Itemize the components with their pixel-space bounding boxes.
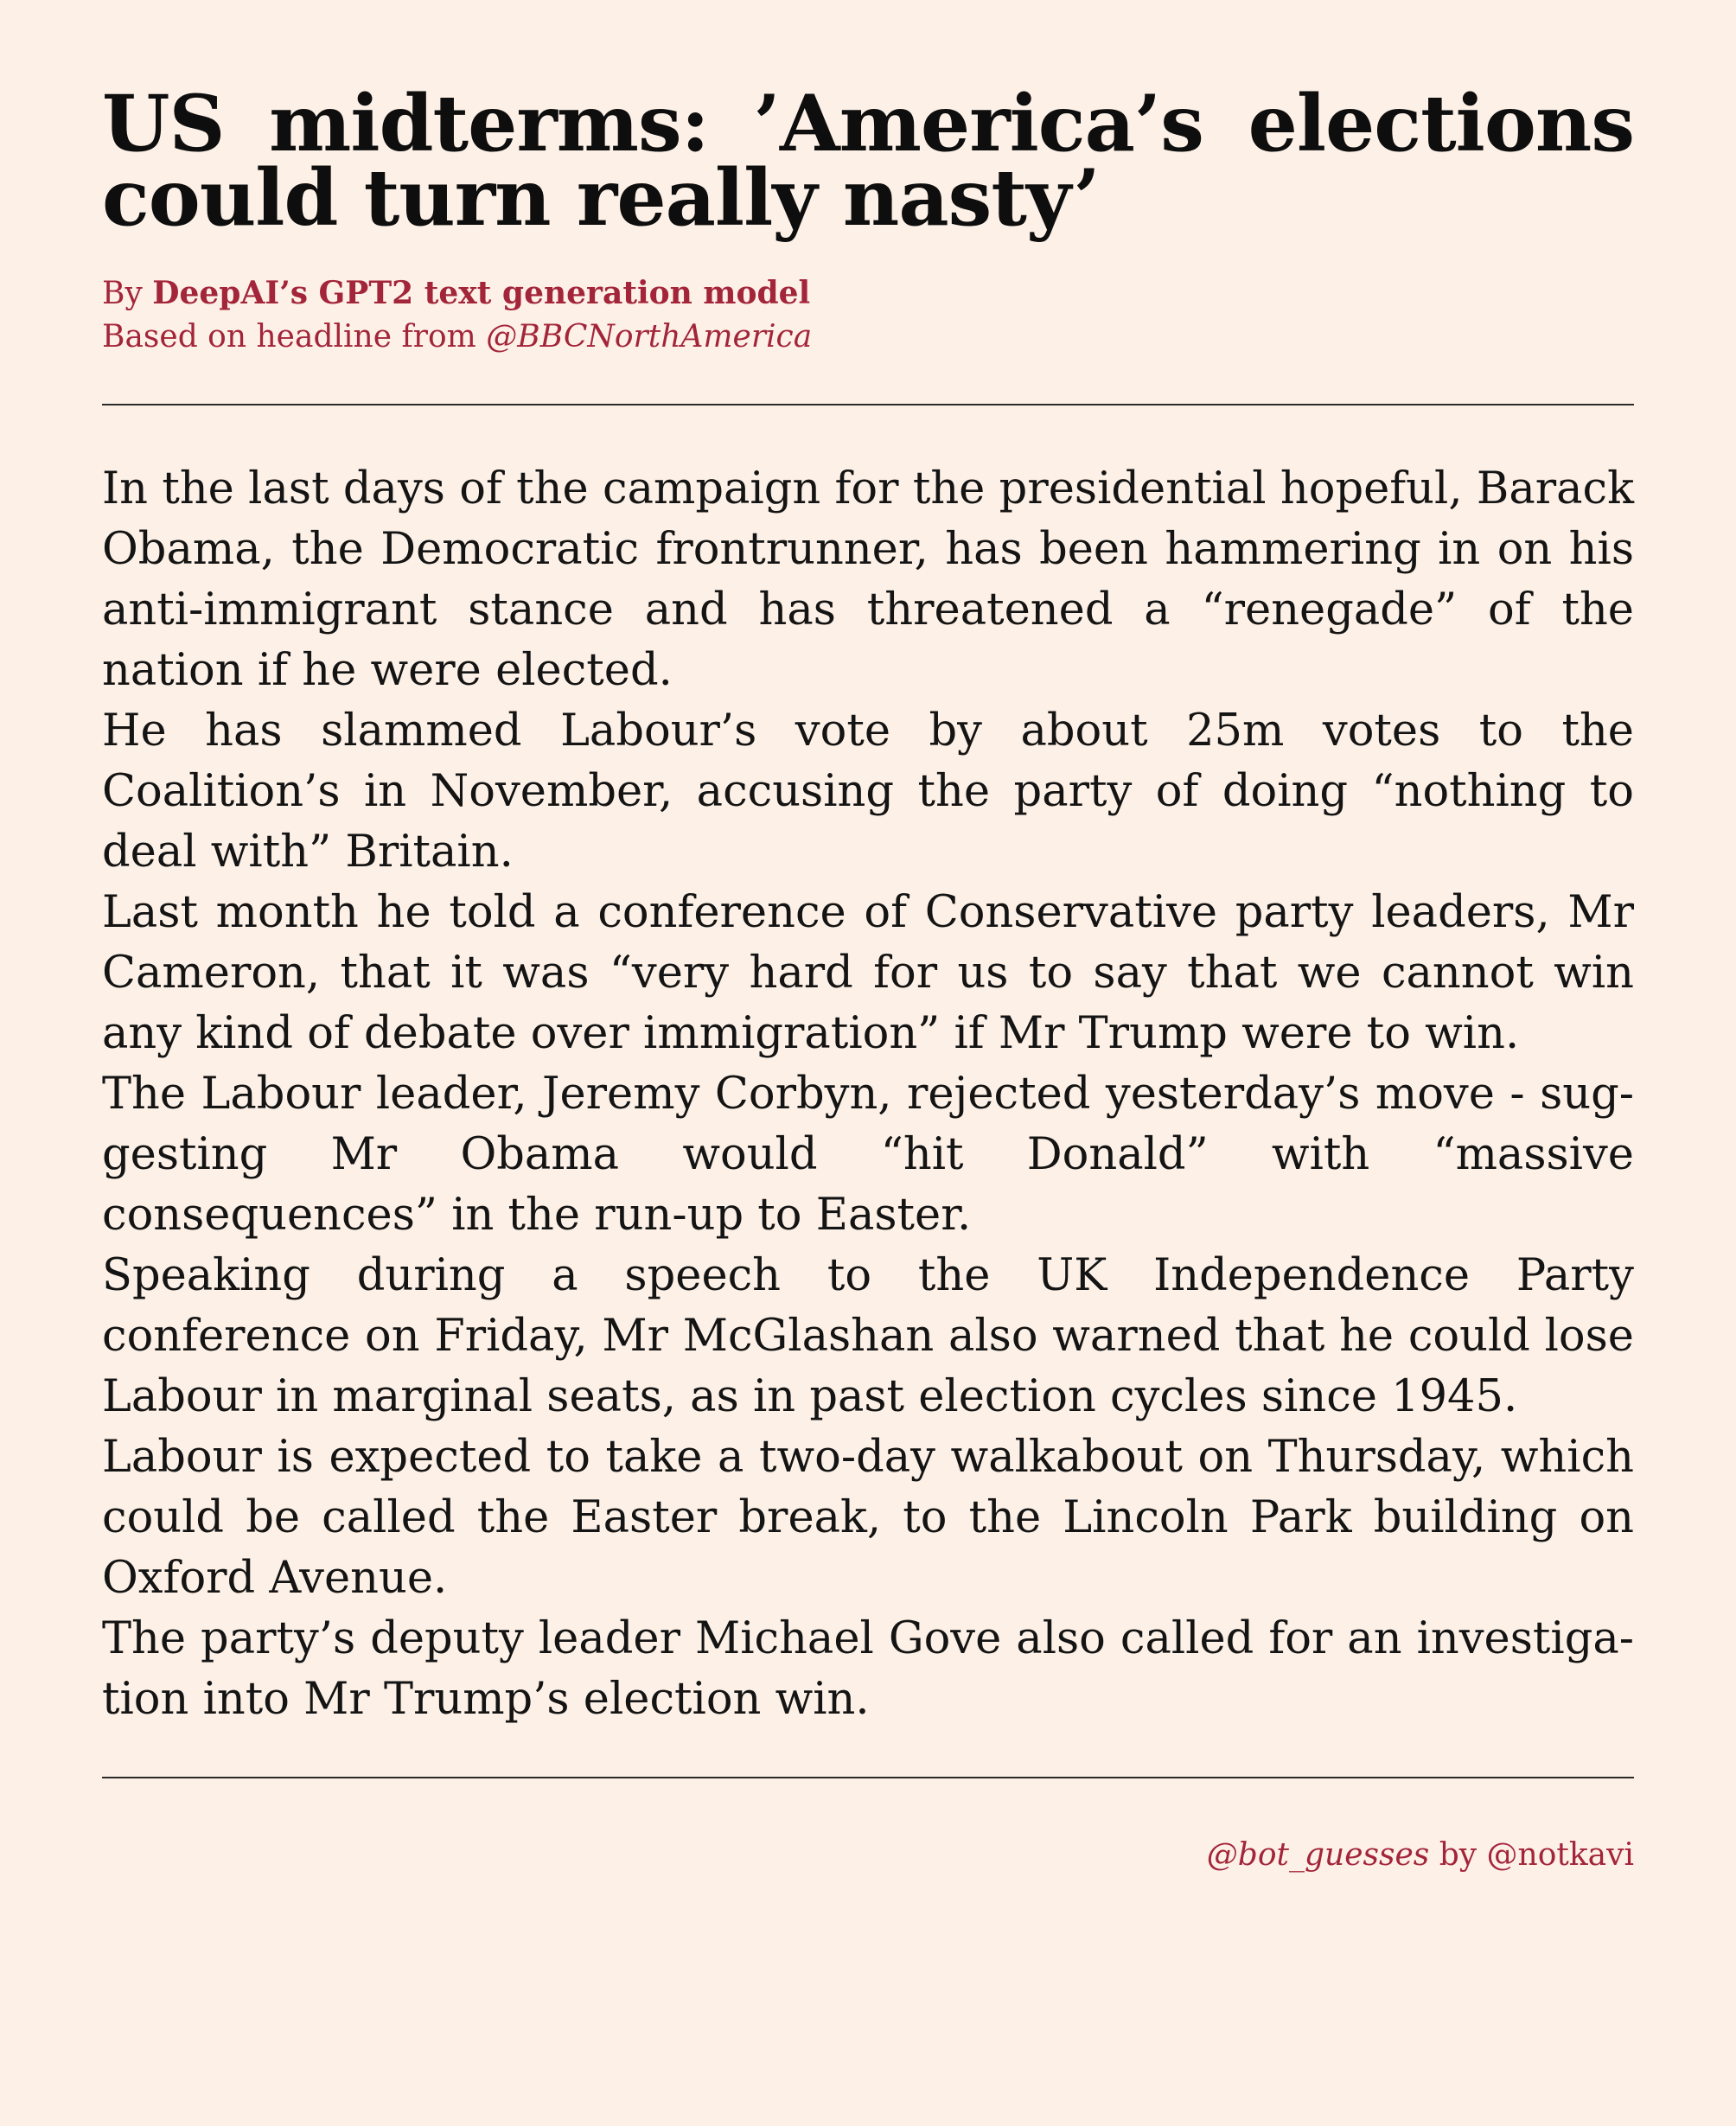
source-prefix: Based on headline from <box>102 319 487 354</box>
paragraph: The Labour leader, Jeremy Corbyn, reject… <box>102 1069 1634 1241</box>
author-handle[interactable]: @notkavi <box>1486 1837 1634 1873</box>
paragraph: Speaking during a speech to the UK Indep… <box>102 1250 1634 1422</box>
headline: US midterms: ’America’s elections could … <box>102 78 1635 244</box>
paragraph: Labour is expected to take a two-day wal… <box>102 1432 1634 1604</box>
paragraph: He has slammed Labour’s vote by about 25… <box>102 705 1634 878</box>
source-line: Based on headline from @BBCNorthAmerica <box>102 316 1634 359</box>
top-divider <box>102 404 1634 405</box>
byline-prefix: By <box>102 276 153 311</box>
article-body: In the last days of the campaign for the… <box>102 459 1634 1730</box>
footer-by: by <box>1429 1837 1487 1873</box>
byline-author: DeepAI’s GPT2 text generation model <box>152 275 811 311</box>
footer-credit: @bot_guesses by @notkavi <box>102 1834 1634 1877</box>
paragraph: Last month he told a conference of Conse… <box>102 887 1634 1059</box>
bot-handle[interactable]: @bot_guesses <box>1206 1837 1430 1873</box>
paragraph: In the last days of the campaign for the… <box>102 463 1634 696</box>
author-line: By DeepAI’s GPT2 text generation model <box>102 271 1634 316</box>
bottom-divider <box>102 1777 1634 1778</box>
paragraph: The party’s deputy leader Michael Gove a… <box>102 1613 1634 1725</box>
byline: By DeepAI’s GPT2 text generation model B… <box>102 271 1634 359</box>
source-handle[interactable]: @BBCNorthAmerica <box>486 319 813 354</box>
